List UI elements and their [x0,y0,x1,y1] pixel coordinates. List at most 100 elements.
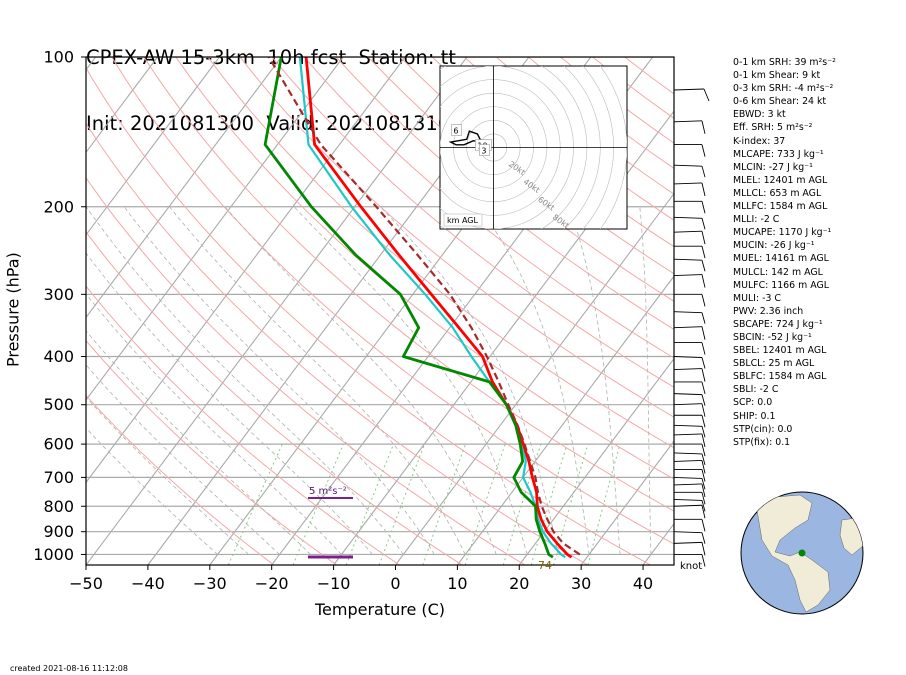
hodograph-units-label: km AGL [447,216,479,225]
wind-barb-flag [701,166,706,178]
parcel-trace [267,57,581,556]
wind-barb-flag [703,88,710,102]
wind-barb [673,424,703,427]
wind-barb-flag [701,478,706,490]
wind-barb-flag [701,260,706,272]
wind-barb [673,483,703,486]
wind-barb [673,326,703,329]
x-tick-label: 20 [509,574,529,593]
index-row: MUCAPE: 1170 J kg⁻¹ [733,227,832,239]
wind-barb [673,182,703,185]
x-tick-label: 40 [633,574,653,593]
wind-barb-flag [701,532,706,544]
index-row: MUCIN: -26 J kg⁻¹ [733,240,815,252]
dry-adiabat [143,57,674,512]
moist-adiabat [86,427,218,555]
y-tick-label: 600 [43,435,74,454]
wind-barb-flag [701,426,706,438]
srh-marker-label: 5 m²s⁻² [309,486,347,497]
dry-adiabat [86,176,526,565]
isotherm-line [86,57,220,236]
wind-barb-flag [701,368,706,382]
mixing-ratio-line [345,443,395,565]
wind-barb [673,368,703,371]
wind-barb-flag [701,342,706,355]
dry-adiabat [86,122,588,565]
y-axis-label: Pressure (hPa) [3,252,23,367]
wind-barb [673,274,703,276]
wind-barb-flag [701,554,706,567]
y-tick-label: 300 [43,285,74,304]
wind-barb-flag [701,381,706,395]
wind-barb-flag [701,120,706,134]
wind-barb-flag [701,182,706,197]
wind-barb [673,230,703,233]
wind-barb-flag [701,433,706,448]
x-tick-label: −10 [317,574,351,593]
isotherm-line [86,57,344,401]
moist-adiabat [86,293,342,555]
wind-barb-flag [701,492,706,505]
hodograph-height-label: 6 [453,127,458,136]
moist-adiabat [169,206,466,555]
wind-barb [673,258,703,261]
index-row: MLLFC: 1584 m AGL [733,201,828,213]
moist-adiabat [380,206,559,555]
y-tick-label: 400 [43,347,74,366]
mixing-ratio-line [227,443,283,565]
dry-adiabat [86,66,651,565]
index-row: 0-1 km Shear: 9 kt [733,70,821,82]
index-row: STP(cin): 0.0 [733,423,793,435]
index-row: SBLFC: 1584 m AGL [733,371,827,383]
wind-barb-flag [701,500,706,512]
wind-barb-flag [701,460,706,474]
wind-barb-flag [701,357,706,369]
isotherm-line [86,57,468,565]
wind-barb [673,504,703,507]
mixing-ratio-line [378,443,426,565]
wind-barb-flag [701,312,706,324]
wind-barb [673,541,703,544]
moist-adiabat [86,252,373,555]
dry-adiabat [367,57,674,302]
index-row: SBCAPE: 724 J kg⁻¹ [733,318,823,330]
wind-barb [673,531,703,534]
isotherm-line [86,57,406,484]
y-tick-label: 900 [43,522,74,541]
moist-adiabat [86,396,249,555]
index-row: MUEL: 14161 m AGL [733,253,829,265]
hodograph-height-box [451,124,462,136]
wind-barb [673,403,703,406]
x-tick-label: 30 [571,574,591,593]
wind-barb [673,476,703,479]
dry-adiabat [271,57,674,388]
created-timestamp: created 2021-08-16 11:12:08 [10,664,128,673]
index-row: SBCIN: -52 J kg⁻¹ [733,331,812,343]
index-row: MLLI: -2 C [733,214,780,226]
moist-adiabat [86,206,404,555]
wind-barb [673,164,703,167]
wind-barb-flag [701,483,706,498]
station-marker [798,549,806,557]
wind-barb-flag [701,415,706,428]
dry-adiabat [303,57,674,359]
wind-barb-flag [701,505,706,519]
wind-barb [673,433,703,436]
wind-barb [673,120,703,123]
moist-adiabat [123,206,435,555]
wind-units-label: knot [680,561,702,572]
mixing-ratio-line [292,443,344,565]
wind-barb-flag [701,326,706,340]
wind-barb-flag [701,443,706,457]
plot-frame [85,56,675,566]
x-tick-label: −50 [69,574,103,593]
wind-barb-flag [701,453,706,466]
x-axis-label: Temperature (C) [314,600,446,619]
isotherm-line [580,440,674,565]
wind-barb [673,88,705,91]
hodograph-height-box [479,144,490,156]
dry-adiabat [239,57,674,418]
wind-barb-flag [701,246,706,259]
y-tick-label: 100 [43,48,74,67]
index-row: MULCL: 142 m AGL [733,266,823,278]
